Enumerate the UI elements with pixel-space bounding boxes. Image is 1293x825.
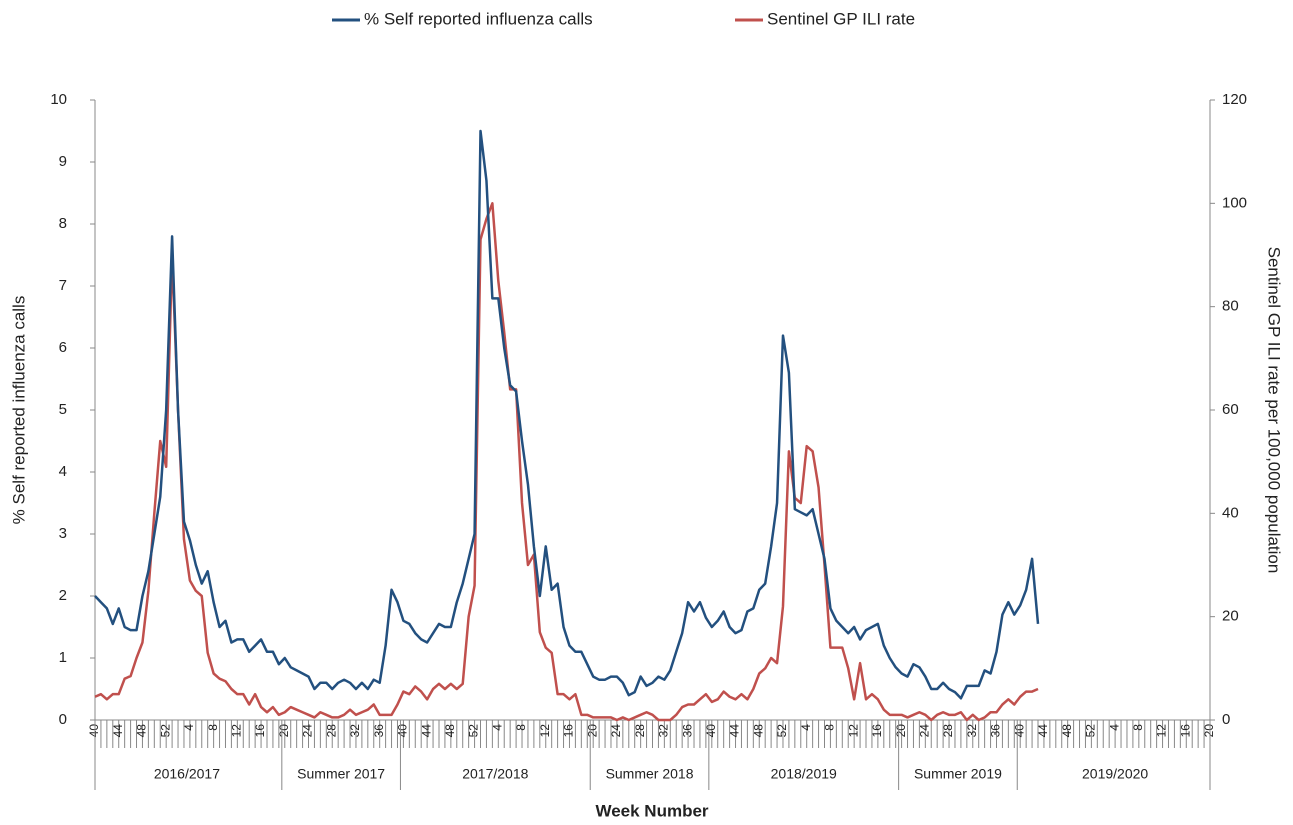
x-tick-label: 20 (1202, 724, 1216, 738)
season-label: Summer 2017 (297, 766, 385, 782)
legend-label: % Self reported influenza calls (364, 9, 593, 28)
x-tick-label: 24 (301, 724, 315, 738)
x-tick-label: 16 (1178, 724, 1192, 738)
x-tick-label: 4 (490, 724, 504, 731)
x-tick-label: 52 (467, 724, 481, 738)
x-tick-label: 52 (158, 724, 172, 738)
y2-tick-label: 120 (1222, 91, 1247, 108)
y2-tick-label: 100 (1222, 194, 1247, 211)
x-tick-label: 44 (111, 724, 125, 738)
y-tick-label: 2 (59, 587, 67, 604)
x-tick-label: 40 (87, 724, 101, 738)
x-tick-label: 32 (348, 724, 362, 738)
x-tick-label: 4 (182, 724, 196, 731)
x-tick-label: 52 (775, 724, 789, 738)
season-label: Summer 2019 (914, 766, 1002, 782)
x-tick-label: 12 (1155, 724, 1169, 738)
x-tick-label: 28 (941, 724, 955, 738)
x-tick-label: 36 (680, 724, 694, 738)
y-tick-label: 9 (59, 153, 67, 170)
y-tick-label: 4 (59, 463, 67, 480)
x-tick-label: 8 (823, 724, 837, 731)
y2-tick-label: 0 (1222, 711, 1230, 728)
y2-tick-label: 20 (1222, 608, 1239, 625)
x-tick-label: 40 (1012, 724, 1026, 738)
x-tick-label: 24 (917, 724, 931, 738)
y-tick-label: 6 (59, 339, 67, 356)
x-tick-label: 44 (1036, 724, 1050, 738)
season-label: 2016/2017 (154, 766, 220, 782)
y2-tick-label: 60 (1222, 401, 1239, 418)
x-tick-label: 48 (751, 724, 765, 738)
x-tick-label: 16 (562, 724, 576, 738)
y-tick-label: 5 (59, 401, 67, 418)
x-tick-label: 24 (609, 724, 623, 738)
x-tick-label: 12 (846, 724, 860, 738)
x-tick-label: 12 (230, 724, 244, 738)
x-tick-label: 48 (135, 724, 149, 738)
legend-label: Sentinel GP ILI rate (767, 9, 915, 28)
x-tick-label: 44 (728, 724, 742, 738)
y-tick-label: 0 (59, 711, 67, 728)
y-axis-title: % Self reported influenza calls (9, 296, 28, 525)
x-tick-label: 48 (1060, 724, 1074, 738)
series-line (94, 202, 1039, 722)
y-tick-label: 1 (59, 649, 67, 666)
season-label: 2019/2020 (1082, 766, 1148, 782)
y-tick-label: 8 (59, 215, 67, 232)
x-tick-label: 8 (514, 724, 528, 731)
y2-tick-label: 40 (1222, 504, 1239, 521)
x-tick-label: 36 (989, 724, 1003, 738)
x-tick-label: 48 (443, 724, 457, 738)
x-tick-label: 4 (799, 724, 813, 731)
y-tick-label: 7 (59, 277, 67, 294)
x-tick-label: 32 (965, 724, 979, 738)
x-tick-label: 28 (324, 724, 338, 738)
x-axis-title: Week Number (595, 801, 708, 820)
x-tick-label: 20 (277, 724, 291, 738)
x-tick-label: 40 (396, 724, 410, 738)
x-tick-label: 20 (585, 724, 599, 738)
y2-tick-label: 80 (1222, 298, 1239, 315)
x-tick-label: 8 (206, 724, 220, 731)
x-tick-label: 16 (870, 724, 884, 738)
x-tick-label: 44 (419, 724, 433, 738)
x-tick-label: 12 (538, 724, 552, 738)
x-tick-label: 8 (1131, 724, 1145, 731)
y-tick-label: 10 (50, 91, 67, 108)
x-tick-label: 36 (372, 724, 386, 738)
x-tick-label: 28 (633, 724, 647, 738)
season-label: 2018/2019 (771, 766, 837, 782)
x-tick-label: 4 (1107, 724, 1121, 731)
x-tick-label: 16 (253, 724, 267, 738)
y2-axis-title: Sentinel GP ILI rate per 100,000 populat… (1265, 247, 1284, 574)
x-tick-label: 32 (657, 724, 671, 738)
season-label: Summer 2018 (606, 766, 694, 782)
x-tick-label: 40 (704, 724, 718, 738)
x-tick-label: 20 (894, 724, 908, 738)
season-label: 2017/2018 (462, 766, 528, 782)
x-tick-label: 52 (1084, 724, 1098, 738)
y-tick-label: 3 (59, 525, 67, 542)
series-line (94, 129, 1040, 700)
